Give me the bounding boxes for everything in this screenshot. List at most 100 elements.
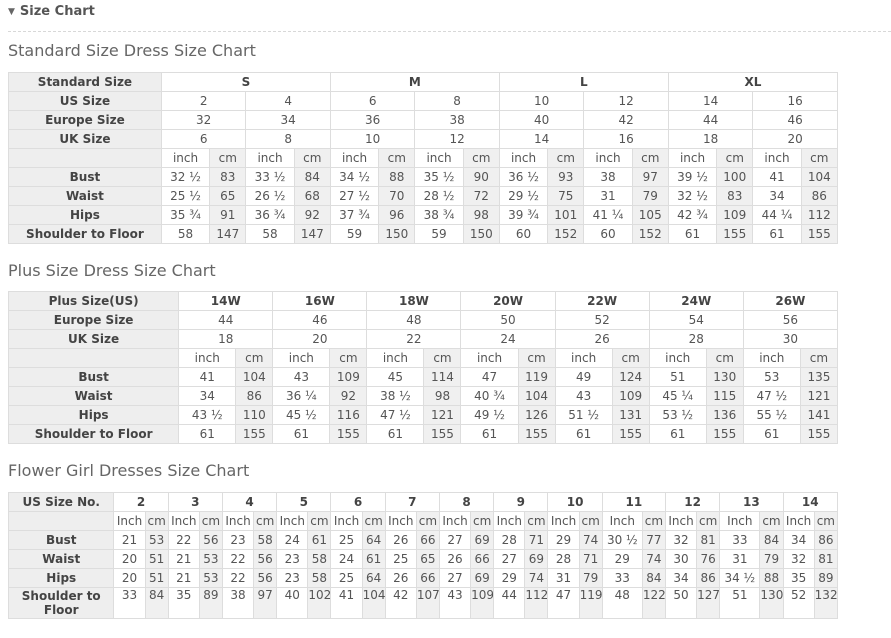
cm-value-cell: 88 (378, 167, 416, 187)
inch-value-cell: 28 (547, 549, 580, 569)
inch-value-cell: 61 (742, 424, 801, 444)
size-cell: 44 (178, 310, 274, 330)
inch-value-cell: 33 (113, 587, 146, 619)
cm-value-cell: 71 (524, 530, 549, 550)
unit-inch-cell: Inch (221, 511, 255, 531)
cm-value-cell: 101 (547, 205, 585, 225)
size-header-cell: 14W (178, 291, 274, 311)
row-label: Waist (7, 386, 180, 406)
inch-value-cell: 23 (221, 530, 255, 550)
units-row: inch cm inch cm inch cm inch cm inch cm inch cm inch… (8, 148, 839, 168)
cm-value-cell: 98 (423, 386, 462, 406)
size-cell: 46 (272, 310, 368, 330)
unit-cm-cell: cm (329, 348, 368, 368)
cm-value-cell: 72 (462, 186, 500, 206)
inch-value-cell: 39 ¾ (498, 205, 549, 225)
unit-cm-cell: cm (415, 511, 440, 531)
inch-value-cell: 21 (113, 530, 146, 550)
unit-cm-cell: cm (813, 511, 839, 531)
size-cell: 12 (583, 91, 669, 111)
cm-value-cell: 110 (235, 405, 274, 425)
units-row: Inch cm Inch cm Inch cm Inch cm Inch cm Inch cm Inch… (7, 511, 839, 531)
cm-value-cell: 119 (578, 587, 603, 619)
inch-value-cell: 43 (438, 587, 472, 619)
inch-value-cell: 34 (178, 386, 237, 406)
size-conversion-row: Europe Size 44 46 48 50 52 54 56 (7, 310, 839, 330)
unit-cm-cell: cm (611, 348, 650, 368)
unit-inch-cell: inch (329, 148, 380, 168)
cm-value-cell: 150 (378, 224, 416, 244)
size-cell: 50 (460, 310, 556, 330)
inch-value-cell: 26 (384, 568, 417, 588)
cm-value-cell: 58 (253, 530, 278, 550)
inch-value-cell: 42 ¾ (667, 205, 718, 225)
cm-value-cell: 69 (470, 530, 495, 550)
cm-value-cell: 56 (253, 549, 278, 569)
unit-cm-cell: cm (470, 511, 495, 531)
plus-chart-title: Plus Size Dress Size Chart (8, 261, 216, 280)
cm-value-cell: 109 (470, 587, 495, 619)
inch-value-cell: 26 (438, 549, 472, 569)
unit-inch-cell: inch (178, 348, 237, 368)
inch-value-cell: 25 ½ (160, 186, 211, 206)
cm-value-cell: 66 (415, 530, 440, 550)
inch-value-cell: 34 ½ (719, 568, 761, 588)
cm-value-cell: 77 (641, 530, 667, 550)
unit-inch-cell: inch (272, 348, 331, 368)
cm-value-cell: 130 (705, 367, 744, 387)
cm-value-cell: 76 (696, 549, 721, 569)
cm-value-cell: 104 (517, 386, 556, 406)
inch-value-cell: 32 (782, 549, 815, 569)
inch-value-cell: 43 (554, 386, 613, 406)
inch-value-cell: 61 (667, 224, 718, 244)
triangle-down-icon: ▼ (8, 6, 15, 17)
unit-cm-cell: cm (800, 148, 839, 168)
size-cell: 18 (667, 129, 754, 149)
size-cell: 36 (329, 110, 416, 130)
cm-value-cell: 90 (462, 167, 500, 187)
inch-value-cell: 32 ½ (160, 167, 211, 187)
size-header-cell: 22W (554, 291, 650, 311)
size-header-cell: 11 (601, 492, 667, 512)
size-header-cell: M (329, 72, 500, 92)
size-cell: 56 (742, 310, 839, 330)
cm-value-cell: 132 (813, 587, 839, 619)
inch-value-cell: 53 ½ (648, 405, 707, 425)
unit-cm-cell: cm (378, 148, 416, 168)
inch-value-cell: 35 ½ (414, 167, 464, 187)
inch-value-cell: 51 ½ (554, 405, 613, 425)
cm-value-cell: 91 (209, 205, 247, 225)
inch-value-cell: 30 ½ (601, 530, 643, 550)
unit-inch-cell: inch (245, 148, 295, 168)
inch-value-cell: 49 (554, 367, 613, 387)
cm-value-cell: 81 (696, 530, 721, 550)
inch-value-cell: 52 (782, 587, 815, 619)
size-header-cell: 2 (113, 492, 169, 512)
unit-cm-cell: cm (705, 348, 744, 368)
size-chart-section-toggle[interactable]: ▼ Size Chart (8, 4, 95, 19)
cm-value-cell: 83 (209, 167, 247, 187)
inch-value-cell: 41 (330, 587, 363, 619)
inch-value-cell: 28 ½ (414, 186, 464, 206)
inch-value-cell: 28 (493, 530, 526, 550)
unit-cm-cell: cm (759, 511, 784, 531)
inch-value-cell: 23 (276, 549, 309, 569)
inch-value-cell: 36 ½ (498, 167, 549, 187)
size-header-row: US Size No. 2 3 4 5 6 7 8 9 10 11 12 13 14 (7, 492, 839, 512)
row-label: UK Size (8, 129, 162, 149)
cm-value-cell: 88 (759, 568, 784, 588)
cm-value-cell: 53 (198, 568, 223, 588)
divider (8, 31, 891, 32)
inch-value-cell: 38 (221, 587, 255, 619)
size-conversion-row: UK Size 18 20 22 24 26 28 30 (7, 329, 839, 349)
size-cell: 12 (414, 129, 500, 149)
inch-value-cell: 49 ½ (460, 405, 519, 425)
cm-value-cell: 51 (144, 549, 169, 569)
inch-value-cell: 26 (384, 530, 417, 550)
unit-cm-cell: cm (198, 511, 223, 531)
row-label: US Size (8, 91, 162, 111)
cm-value-cell: 75 (547, 186, 585, 206)
inch-value-cell: 45 ¼ (648, 386, 707, 406)
inch-value-cell: 51 (648, 367, 707, 387)
